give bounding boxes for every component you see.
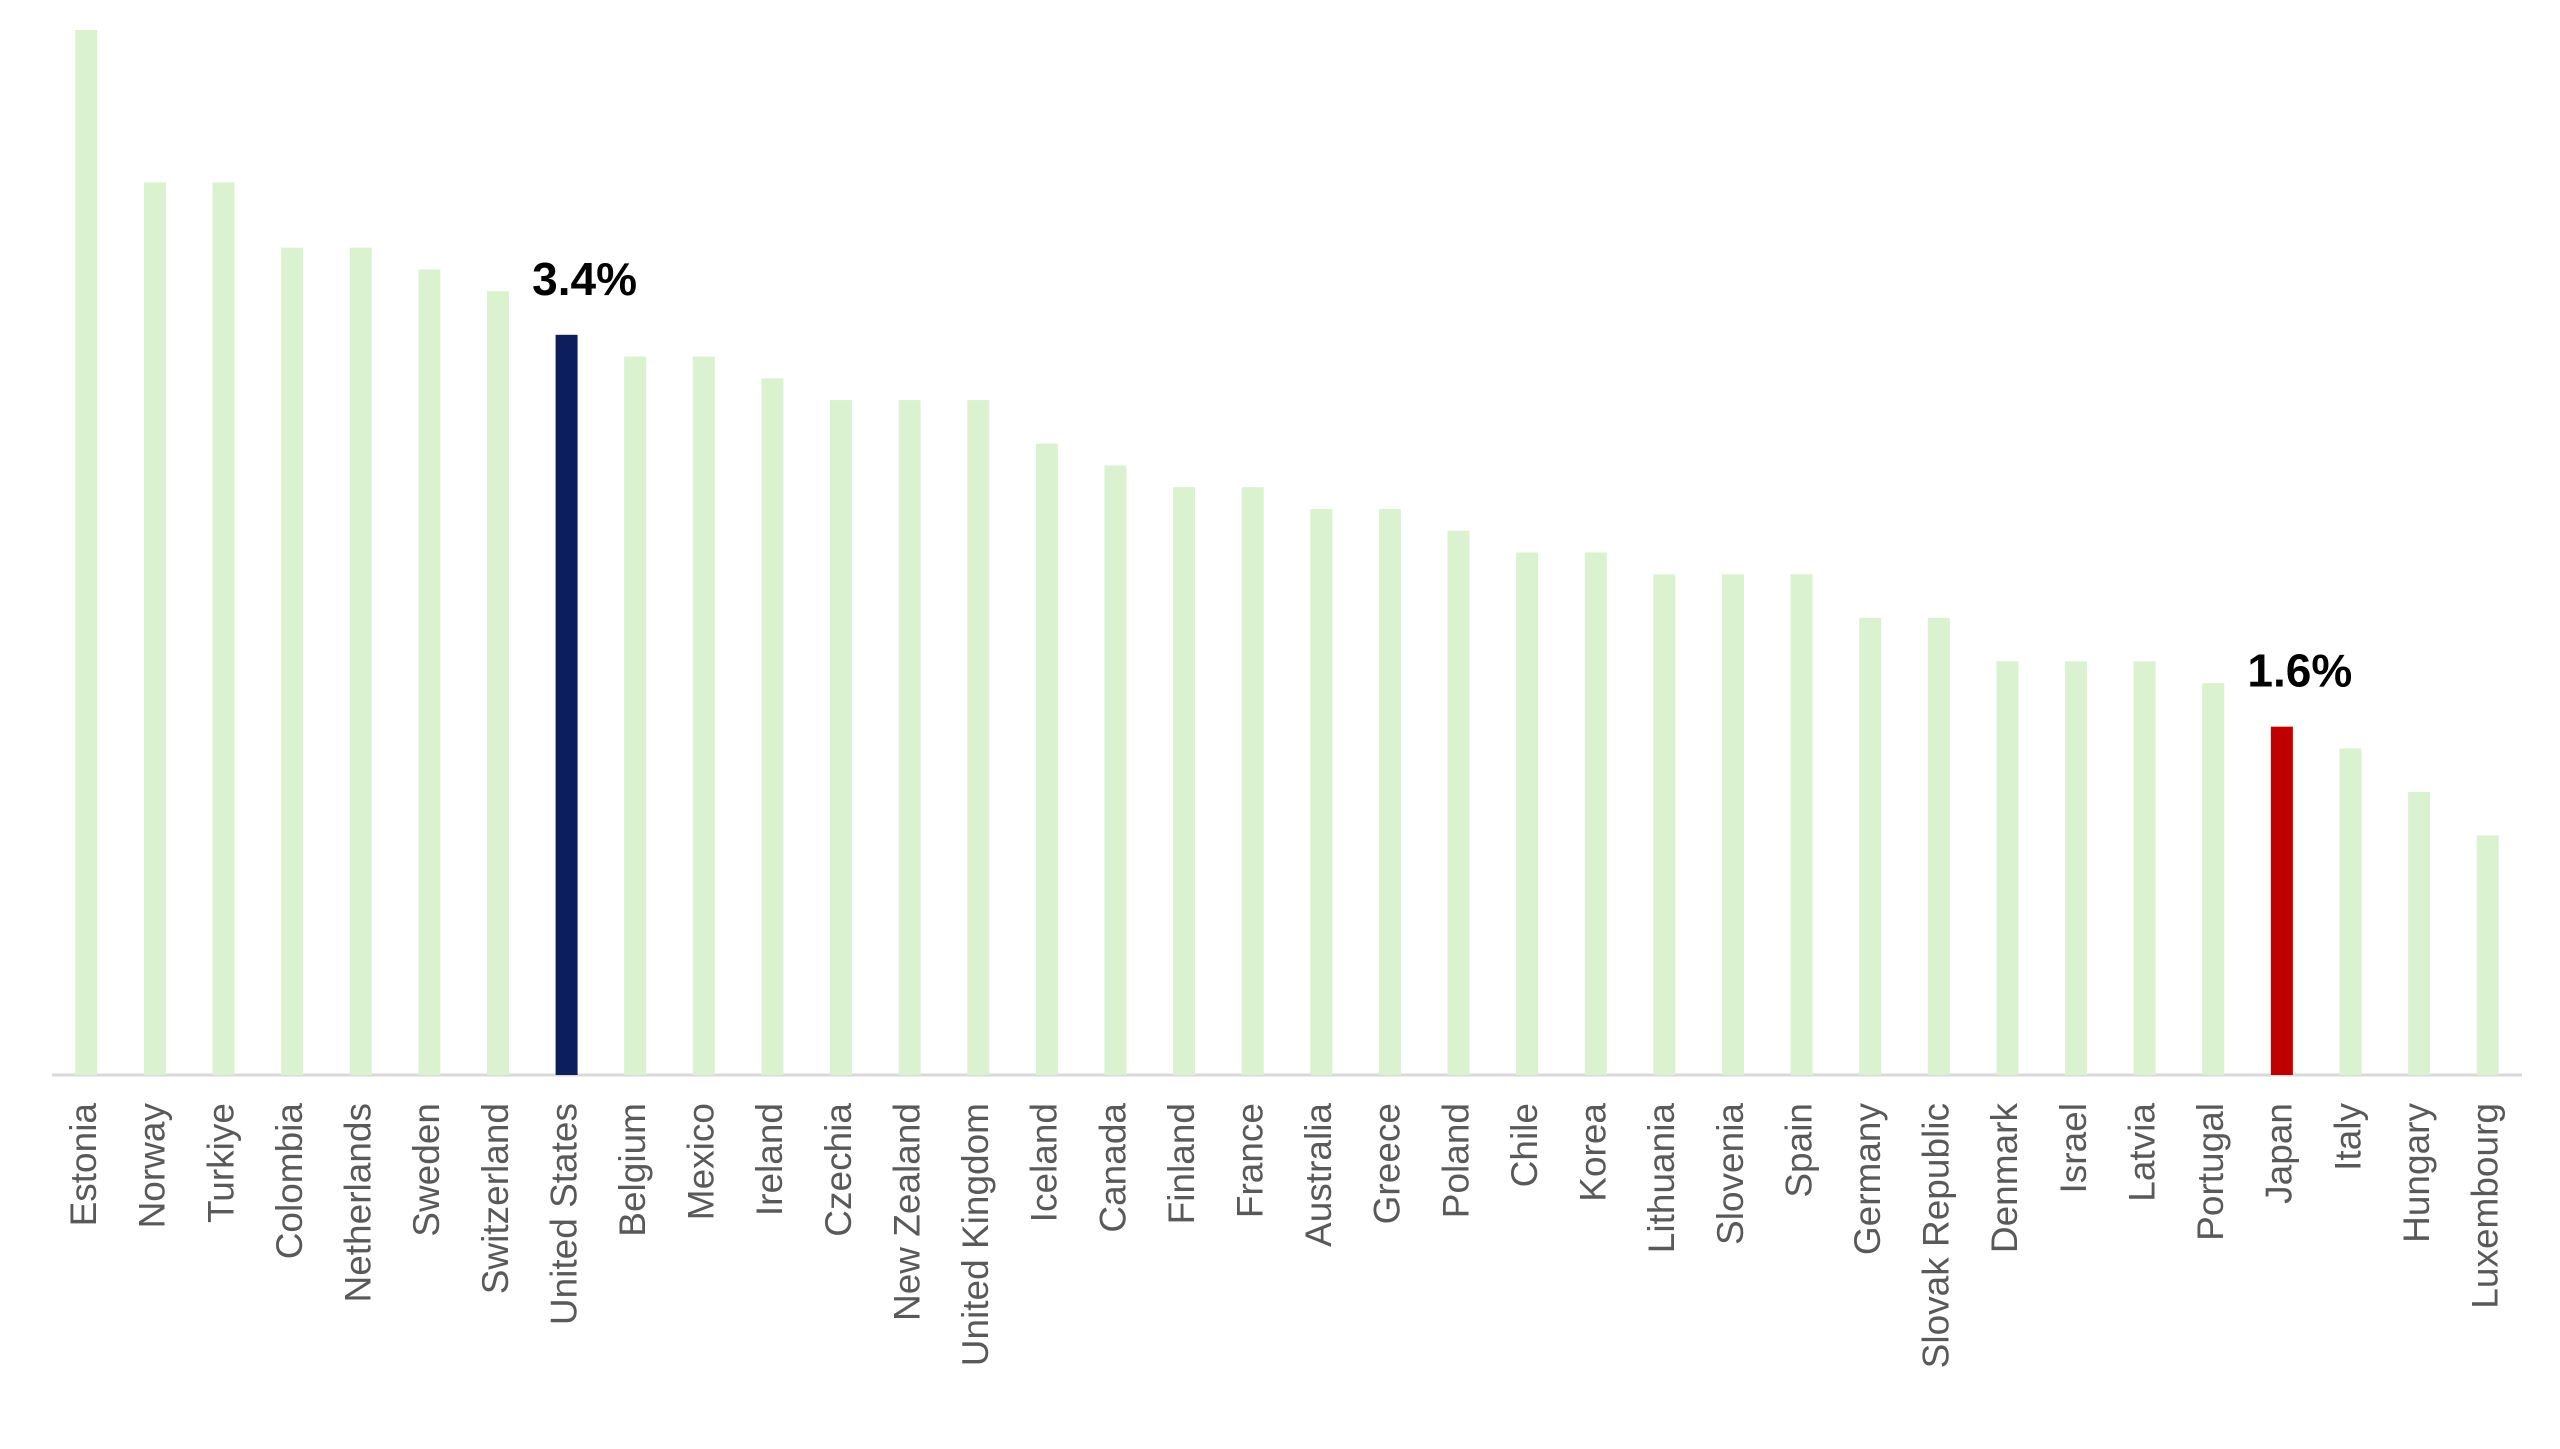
x-tick-label: Belgium bbox=[612, 1103, 653, 1237]
x-tick-label: Portugal bbox=[2190, 1103, 2231, 1241]
bar bbox=[1721, 574, 1744, 1075]
x-tick-label: Netherlands bbox=[338, 1103, 379, 1303]
x-tick-label: Italy bbox=[2327, 1103, 2368, 1171]
bar bbox=[692, 356, 715, 1075]
x-tick-label: Switzerland bbox=[475, 1103, 516, 1294]
x-tick-label: Iceland bbox=[1024, 1103, 1065, 1222]
bar bbox=[1996, 661, 2019, 1075]
bar bbox=[486, 291, 509, 1075]
bar bbox=[75, 30, 98, 1075]
x-tick-label: Ireland bbox=[749, 1103, 790, 1216]
x-tick-label: Turkiye bbox=[200, 1103, 241, 1223]
bar bbox=[624, 356, 647, 1075]
x-tick-label: Estonia bbox=[63, 1103, 104, 1227]
x-tick-label: Denmark bbox=[1984, 1103, 2025, 1254]
x-tick-label: Sweden bbox=[406, 1103, 447, 1237]
value-label: 1.6% bbox=[2247, 645, 2352, 697]
x-tick-label: Norway bbox=[132, 1103, 173, 1229]
x-tick-label: Canada bbox=[1092, 1103, 1133, 1233]
x-tick-label: Chile bbox=[1504, 1103, 1545, 1187]
x-tick-label: Israel bbox=[2053, 1103, 2094, 1193]
bar bbox=[967, 400, 990, 1076]
bar bbox=[1927, 617, 1950, 1075]
bar bbox=[1173, 487, 1196, 1075]
x-tick-label: Luxembourg bbox=[2464, 1103, 2505, 1309]
x-tick-label: Germany bbox=[1847, 1103, 1888, 1256]
bar bbox=[2065, 661, 2088, 1075]
bar bbox=[1241, 487, 1264, 1075]
bar bbox=[143, 182, 166, 1076]
x-tick-label: Mexico bbox=[681, 1103, 722, 1220]
x-tick-label: Finland bbox=[1161, 1103, 1202, 1224]
x-tick-label: Hungary bbox=[2396, 1103, 2437, 1243]
bar bbox=[1378, 508, 1401, 1075]
x-tick-label: Greece bbox=[1367, 1103, 1408, 1224]
x-tick-label: Colombia bbox=[269, 1103, 310, 1260]
x-tick-label: France bbox=[1229, 1103, 1270, 1218]
x-tick-label: Czechia bbox=[818, 1103, 859, 1237]
bar bbox=[1447, 530, 1470, 1075]
x-tick-label: United Kingdom bbox=[955, 1103, 996, 1366]
bar bbox=[1790, 574, 1813, 1075]
bar bbox=[1653, 574, 1676, 1075]
bar bbox=[1035, 443, 1058, 1075]
bar bbox=[418, 269, 441, 1076]
x-tick-label: United States bbox=[543, 1103, 584, 1325]
bar bbox=[555, 334, 578, 1076]
x-tick-label: Latvia bbox=[2121, 1103, 2162, 1202]
bar bbox=[1584, 552, 1607, 1075]
bar bbox=[761, 378, 784, 1075]
bar bbox=[212, 182, 235, 1076]
bar bbox=[281, 247, 304, 1076]
bar bbox=[2202, 683, 2225, 1075]
bar bbox=[1516, 552, 1539, 1075]
bar bbox=[2408, 791, 2431, 1075]
x-tick-label: Japan bbox=[2259, 1103, 2300, 1204]
bar bbox=[2339, 748, 2362, 1075]
x-tick-label: New Zealand bbox=[886, 1103, 927, 1321]
bar bbox=[898, 400, 921, 1076]
bar bbox=[1104, 465, 1127, 1076]
value-label: 3.4% bbox=[532, 253, 637, 305]
bar bbox=[2270, 726, 2293, 1075]
x-tick-label: Slovak Republic bbox=[1916, 1103, 1957, 1368]
x-tick-label: Slovenia bbox=[1710, 1103, 1751, 1245]
x-tick-label: Korea bbox=[1573, 1103, 1614, 1202]
bar bbox=[2476, 835, 2499, 1075]
x-tick-label: Lithuania bbox=[1641, 1103, 1682, 1254]
x-tick-label: Poland bbox=[1435, 1103, 1476, 1218]
bar bbox=[2133, 661, 2156, 1075]
bar bbox=[830, 400, 853, 1076]
bar bbox=[1859, 617, 1882, 1075]
x-tick-label: Spain bbox=[1778, 1103, 1819, 1198]
bar bbox=[349, 247, 372, 1076]
bar bbox=[1310, 508, 1333, 1075]
x-tick-label: Australia bbox=[1298, 1103, 1339, 1247]
